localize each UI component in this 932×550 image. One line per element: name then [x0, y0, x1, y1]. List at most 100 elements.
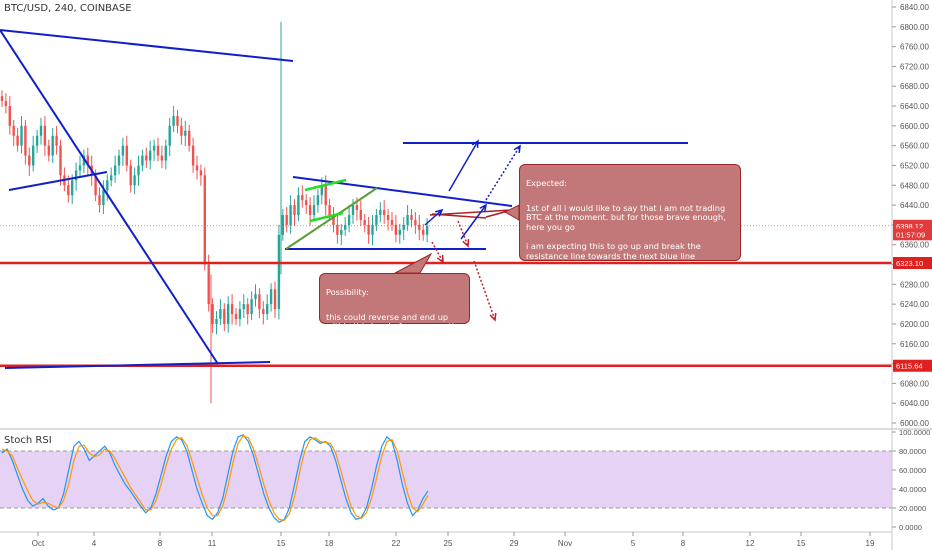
- candle-body: [12, 125, 15, 136]
- candle-body: [152, 145, 156, 151]
- candle-body: [102, 190, 105, 206]
- candle-body: [398, 229, 401, 235]
- candle-body: [293, 205, 296, 215]
- candle-body: [308, 205, 312, 215]
- candle-body: [402, 224, 405, 230]
- x-tick-label: 8: [681, 539, 686, 548]
- candle-body: [168, 125, 171, 146]
- candle-body: [219, 309, 222, 319]
- candle-body: [86, 155, 89, 166]
- candle-body: [289, 205, 292, 225]
- candle-body: [344, 224, 347, 230]
- candle-body: [410, 215, 413, 220]
- candle-body: [207, 264, 210, 305]
- arrow-down-3: [473, 260, 496, 321]
- candle-body: [266, 304, 269, 315]
- rsi-band: [0, 451, 892, 508]
- candle-body: [98, 195, 101, 206]
- candle-body: [51, 135, 54, 156]
- rsi-y-tick-label: 60.0000: [899, 466, 926, 475]
- candle-body: [195, 165, 199, 171]
- annotation-possibility[interactable]: Possibility: this could reverse and end …: [319, 273, 470, 350]
- candle-body: [250, 299, 253, 315]
- candle-body: [211, 304, 214, 324]
- chart-title: BTC/USD, 240, COINBASE: [4, 3, 132, 14]
- arrow-dotted-target-head: [513, 144, 521, 154]
- candle-body: [110, 175, 113, 181]
- x-tick-label: 19: [866, 539, 875, 548]
- candle-body: [125, 145, 128, 166]
- candle-body: [422, 229, 425, 235]
- arrow-down-2: [457, 220, 469, 247]
- x-tick-label: 29: [510, 539, 519, 548]
- y-tick-label: 6080.00: [900, 379, 929, 388]
- candle-body: [355, 205, 359, 211]
- candle-body: [137, 165, 140, 176]
- candle-body: [281, 215, 284, 235]
- candle-body: [340, 229, 343, 235]
- candle-body: [312, 205, 316, 215]
- y-tick-label: 6720.00: [900, 62, 929, 71]
- x-tick-label: 5: [631, 539, 636, 548]
- candle-body: [172, 115, 175, 126]
- y-tick-label: 6800.00: [900, 23, 929, 32]
- candle-body: [269, 289, 273, 305]
- rsi-y-tick-label: 40.0000: [899, 485, 926, 494]
- x-tick-label: 4: [92, 539, 97, 548]
- candle-body: [316, 195, 320, 206]
- candle-body: [242, 304, 245, 310]
- x-tick-label: 15: [277, 539, 286, 548]
- candle-body: [390, 219, 394, 225]
- trend-line: [292, 176, 513, 207]
- x-tick-label: Nov: [558, 539, 572, 548]
- x-tick-label: 15: [797, 539, 806, 548]
- candle-body: [383, 210, 386, 215]
- rsi-y-tick-label: 80.0000: [899, 447, 926, 456]
- candle-body: [47, 145, 50, 156]
- y-tick-label: 6640.00: [900, 102, 929, 111]
- candle-body: [129, 165, 132, 186]
- candle-body: [215, 319, 218, 324]
- candle-body: [149, 150, 152, 161]
- candle-body: [367, 224, 370, 235]
- candle-body: [121, 145, 125, 156]
- candle-body: [394, 224, 398, 235]
- candle-body: [351, 205, 355, 215]
- x-tick-label: 11: [208, 539, 217, 548]
- y-tick-label: 6000.00: [900, 419, 929, 428]
- candle-body: [39, 125, 43, 136]
- candle-body: [28, 155, 31, 166]
- candle-body: [133, 175, 136, 186]
- candle-body: [425, 225, 429, 235]
- flag-line: [304, 178, 347, 192]
- y-tick-label: 6760.00: [900, 43, 929, 52]
- candle-body: [59, 145, 62, 176]
- annotation-expected[interactable]: Expected: 1st of all i would like to say…: [519, 164, 741, 289]
- price-label-box: [893, 228, 932, 241]
- price-label-text: 6115.64: [896, 362, 923, 371]
- y-tick-label: 6160.00: [900, 340, 929, 349]
- y-tick-label: 6240.00: [900, 300, 929, 309]
- candle-body: [8, 106, 11, 126]
- candle-body: [117, 155, 121, 166]
- candle-body: [156, 145, 160, 156]
- candle-body: [16, 135, 19, 146]
- arrow-down-2-head: [462, 238, 470, 248]
- annotation-expected-text: 1st of all i would like to say that i am…: [526, 202, 732, 290]
- candle-body: [180, 125, 183, 136]
- y-tick-label: 6360.00: [900, 241, 929, 250]
- candle-body: [406, 215, 409, 225]
- candle-body: [203, 175, 206, 265]
- y-tick-label: 6040.00: [900, 399, 929, 408]
- candle-body: [113, 165, 117, 176]
- y-tick-label: 6280.00: [900, 280, 929, 289]
- price-label-box: [893, 256, 932, 269]
- candle-body: [305, 200, 308, 206]
- candle-body: [238, 309, 242, 319]
- rsi-y-tick-label: 0.0000: [899, 523, 922, 532]
- flag-line: [309, 211, 344, 223]
- arrow-up-2: [460, 204, 487, 240]
- y-tick-label: 6840.00: [900, 3, 929, 12]
- arrow-up-2-head: [479, 203, 488, 213]
